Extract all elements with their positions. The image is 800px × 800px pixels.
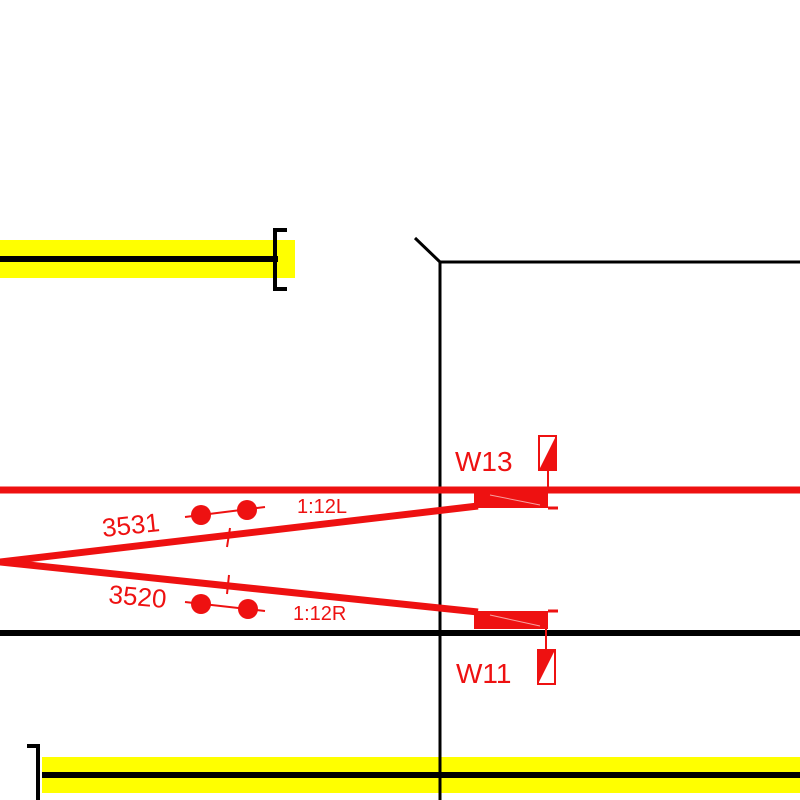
switch-w13[interactable]: W13 xyxy=(455,435,558,510)
switch-w11[interactable]: W11 xyxy=(456,609,558,689)
signal-3520-label: 3520 xyxy=(107,579,167,614)
signal-3520-lamp-1 xyxy=(191,594,211,614)
area-boundary xyxy=(413,236,800,800)
signal-3520-lamp-2 xyxy=(238,599,258,619)
platform-bottom xyxy=(27,744,800,800)
buffer-stop-top[interactable] xyxy=(273,228,287,291)
buffer-stop-bottom[interactable] xyxy=(27,744,40,800)
switch-w11-indicator-icon[interactable] xyxy=(537,649,556,685)
diverging-track-upper[interactable] xyxy=(0,502,479,566)
signal-3531-ratio: 1:12L xyxy=(297,496,347,518)
signal-3531-insulation xyxy=(226,527,231,548)
switch-w11-label: W11 xyxy=(456,658,512,689)
platform-top xyxy=(0,228,295,291)
signal-3531-label: 3531 xyxy=(100,507,161,543)
signal-3520-ratio: 1:12R xyxy=(293,603,346,625)
switch-w13-label: W13 xyxy=(455,446,513,477)
signal-3520[interactable]: 3520 1:12R xyxy=(107,574,346,625)
signal-3531[interactable]: 3531 1:12L xyxy=(100,496,347,548)
switch-w13-indicator-icon[interactable] xyxy=(538,435,557,471)
signal-3531-lamp-1 xyxy=(191,505,211,525)
signal-3531-lamp-2 xyxy=(237,500,257,520)
signal-3520-insulation xyxy=(226,574,230,595)
diverging-track-lower[interactable] xyxy=(0,558,479,616)
